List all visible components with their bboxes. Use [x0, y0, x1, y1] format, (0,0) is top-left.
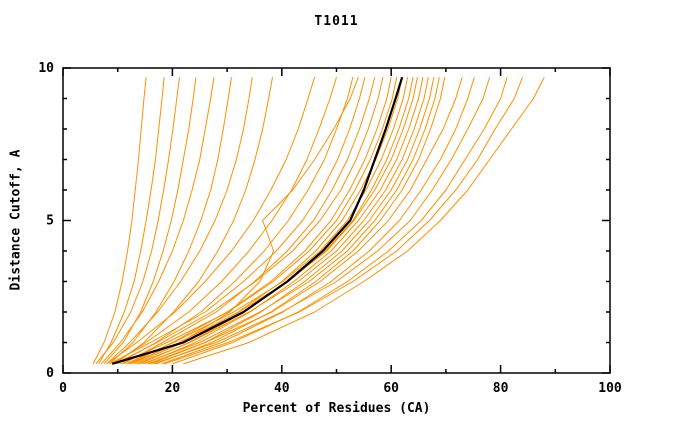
x-tick-label: 60	[383, 381, 399, 396]
model-curve-model-24	[142, 77, 440, 365]
model-curve-model-07	[106, 77, 253, 365]
model-curve-model-01	[92, 77, 147, 365]
model-curve-model-23	[150, 77, 435, 365]
x-tick-label: 80	[493, 381, 509, 396]
highlight-curve	[111, 76, 404, 365]
x-tick-label: 40	[274, 381, 290, 396]
model-curve-model-14	[114, 77, 384, 365]
model-curve-model-06	[109, 77, 232, 365]
model-curve-model-05	[100, 77, 215, 365]
y-tick-label: 10	[38, 61, 54, 76]
model-curve-model-26	[128, 76, 359, 365]
model-curve-model-15	[128, 77, 392, 365]
model-curve-model-31	[164, 76, 523, 365]
model-curve-model-11	[117, 77, 354, 365]
x-axis-label: Percent of Residues (CA)	[242, 401, 431, 416]
model-curve-model-13	[122, 77, 376, 365]
x-tick-label: 100	[598, 381, 622, 396]
x-tick-label: 20	[165, 381, 181, 396]
chart-title: T1011	[314, 14, 359, 29]
model-curve-model-28	[161, 77, 475, 365]
model-curve-model-22	[136, 77, 429, 365]
model-curve-model-02	[98, 77, 165, 365]
model-curve-model-19	[139, 77, 414, 365]
model-curve-model-29	[153, 77, 491, 365]
model-curve-model-18	[125, 77, 409, 365]
model-curve-model-12	[109, 77, 366, 365]
model-curve-model-32	[183, 76, 545, 365]
model-curve-model-27	[147, 77, 463, 365]
y-tick-label: 0	[46, 366, 54, 381]
model-curve-model-10	[111, 77, 337, 365]
model-curve-model-21	[144, 77, 424, 365]
model-curve-model-16	[120, 77, 398, 365]
model-curve-model-03	[95, 77, 181, 365]
model-curve-model-25	[155, 77, 446, 365]
model-curve-model-08	[114, 77, 273, 365]
model-curve-model-09	[106, 77, 316, 365]
model-curve-model-20	[131, 77, 418, 365]
y-tick-label: 5	[46, 214, 54, 229]
x-tick-label: 0	[59, 381, 67, 396]
